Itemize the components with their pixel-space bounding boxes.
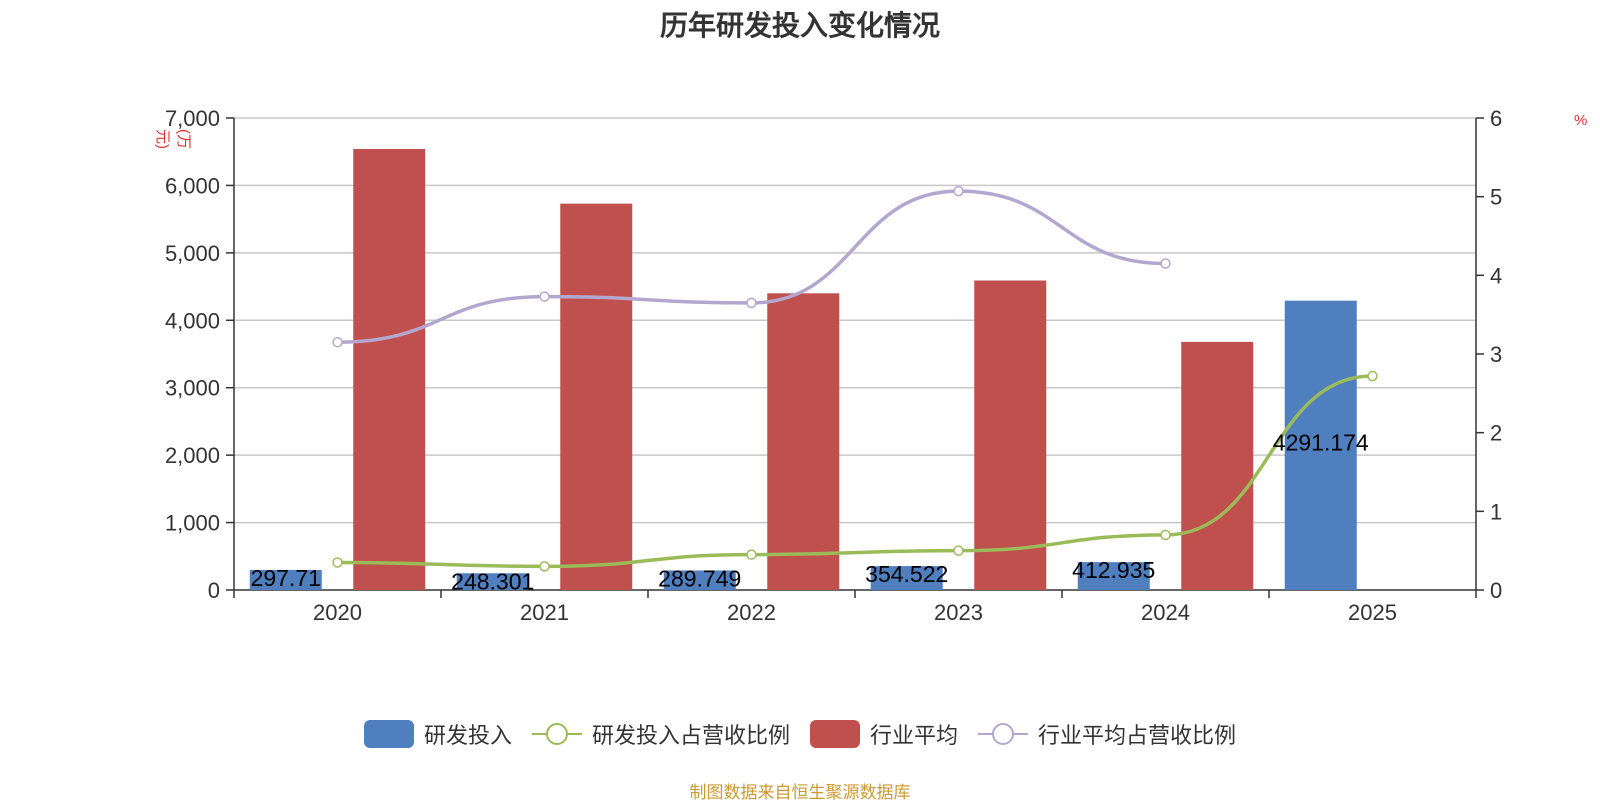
y-left-tick-label: 1,000 [165,511,220,536]
legend: 研发投入 研发投入占营收比例 行业平均 行业平均占营收比例 [0,718,1600,750]
y-right-tick-label: 5 [1490,185,1502,210]
legend-label-rd-investment: 研发投入 [423,723,512,748]
data-source-note: 制图数据来自恒生聚源数据库 [689,783,911,802]
point-rd-ratio [332,557,343,568]
point-industry-ratio [539,291,550,302]
point-industry-ratio [953,185,964,197]
point-rd-ratio [1367,370,1378,382]
legend-label-rd-ratio: 研发投入占营收比例 [591,723,790,748]
y-right-tick-label: 2 [1490,421,1502,446]
legend-swatch-rd-investment [363,720,414,748]
point-industry-ratio [1160,258,1171,269]
x-tick-label: 2023 [934,600,983,625]
bar-rd-investment [663,570,736,590]
bar-rd-investment [1077,562,1150,590]
data-label-rd-investment: 354.522 [865,561,948,587]
legend-item-industry-average[interactable]: 行业平均 [810,718,958,750]
bar-rd-investment [870,566,943,590]
data-label-rd-investment: 4291.174 [1273,430,1369,456]
bar-industry-average [560,203,633,591]
x-tick-label: 2021 [520,600,569,625]
bar-industry-average [974,280,1047,590]
data-label-rd-investment: 297.71 [251,565,321,591]
chart-title: 历年研发投入变化情况 [659,10,940,41]
y-left-tick-label: 5,000 [165,241,220,266]
y-left-tick-label: 7,000 [165,106,220,131]
legend-swatch-industry-ratio [978,720,1029,748]
bar-rd-investment [1284,300,1357,590]
point-industry-ratio [332,336,343,348]
y-right-tick-label: 3 [1490,342,1502,367]
y-right-tick-label: 0 [1490,578,1502,603]
legend-swatch-industry-average [810,720,860,748]
line-industry-ratio [337,189,1166,344]
y-right-tick-label: 1 [1490,499,1502,524]
data-label-rd-investment: 289.749 [658,565,741,591]
x-tick-label: 2020 [313,600,362,625]
data-label-rd-investment: 248.301 [451,568,534,594]
legend-label-industry-average: 行业平均 [870,723,959,748]
point-industry-ratio [746,297,757,309]
point-rd-ratio [1160,529,1171,541]
line-rd-ratio [337,374,1373,569]
y-axis-right-label: % [1574,112,1588,129]
x-tick-label: 2022 [727,600,776,625]
legend-label-industry-ratio: 行业平均占营收比例 [1038,723,1237,748]
y-left-tick-label: 0 [208,578,220,603]
legend-item-rd-investment[interactable]: 研发投入 [363,718,512,750]
legend-swatch-rd-ratio [531,720,582,748]
point-rd-ratio [746,549,757,560]
bar-industry-average [353,149,426,590]
legend-item-industry-ratio[interactable]: 行业平均占营收比例 [978,718,1236,750]
point-rd-ratio [953,545,964,556]
x-tick-label: 2025 [1348,600,1397,625]
legend-item-rd-ratio[interactable]: 研发投入占营收比例 [531,718,790,750]
y-left-tick-label: 4,000 [165,308,220,333]
bar-rd-investment [456,573,529,590]
bar-rd-investment [249,569,322,590]
y-left-tick-label: 2,000 [165,443,220,468]
bar-industry-average [1181,341,1254,590]
y-right-tick-label: 6 [1490,106,1502,131]
y-left-tick-label: 3,000 [165,376,220,401]
y-left-tick-label: 6,000 [165,173,220,198]
point-rd-ratio [539,561,550,572]
x-tick-label: 2024 [1141,600,1190,625]
bar-industry-average [767,293,840,590]
y-right-tick-label: 4 [1490,263,1502,288]
data-label-rd-investment: 412.935 [1072,557,1155,583]
